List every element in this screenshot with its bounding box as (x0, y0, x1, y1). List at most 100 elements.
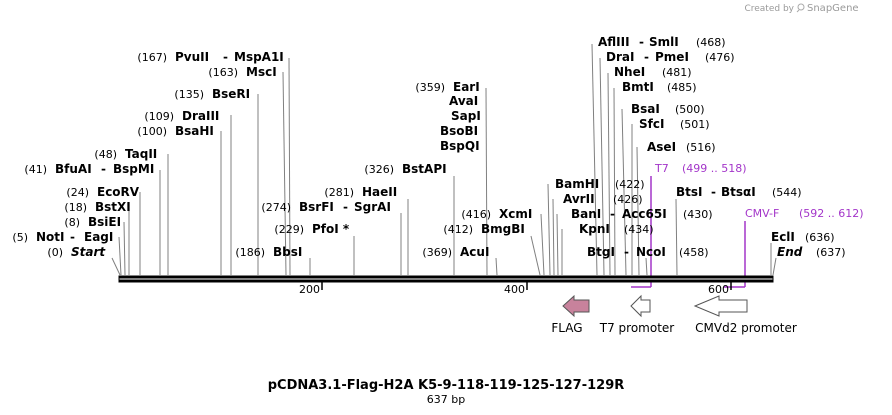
svg-text:(476): (476) (705, 51, 735, 64)
svg-text:(516): (516) (686, 141, 716, 154)
enzyme-bsrfi[interactable]: (274) BsrFI - SgrAI (261, 200, 391, 214)
leader-bsai (621, 108, 627, 276)
enzyme-eari-group[interactable]: (359) EarI AvaI SapI BsoBI BspQI (415, 80, 480, 153)
enzyme-bsai[interactable]: BsaI (500) (631, 102, 705, 116)
enzyme-avrii[interactable]: AvrII (426) (563, 192, 643, 206)
leader-msci (282, 71, 287, 276)
svg-text:AvrII: AvrII (563, 192, 595, 206)
svg-text:NheI: NheI (614, 65, 645, 79)
svg-text:(412): (412) (443, 223, 473, 236)
dna-backbone (118, 275, 774, 283)
feature-t7-promoter[interactable]: T7 promoter (599, 294, 675, 335)
enzyme-kpni[interactable]: KpnI (434) (579, 222, 654, 236)
enzyme-xcmi[interactable]: (416) XcmI (461, 207, 532, 221)
svg-text:BanI: BanI (571, 207, 601, 221)
enzyme-asei[interactable]: AseI (516) (647, 140, 716, 154)
svg-text:MscI: MscI (246, 65, 277, 79)
enzyme-ecorv[interactable]: (24) EcoRV (66, 185, 139, 199)
svg-text:BseRI: BseRI (212, 87, 250, 101)
enzyme-start[interactable]: (0) Start (47, 245, 106, 259)
svg-text:BbsI: BbsI (273, 245, 302, 259)
enzyme-nhei[interactable]: NheI (481) (614, 65, 692, 79)
svg-text:(281): (281) (324, 186, 354, 199)
leader-pvuii (288, 57, 291, 276)
enzyme-bstapi[interactable]: (326) BstAPI (364, 162, 446, 176)
t7-promoter-arrow-icon[interactable] (630, 294, 651, 318)
tick-label-600: 600 (708, 283, 729, 296)
svg-text:BtsαI: BtsαI (721, 185, 756, 199)
leader-bsiei (123, 221, 126, 276)
svg-text:(430): (430) (683, 208, 713, 221)
svg-text:BsaI: BsaI (631, 102, 660, 116)
enzyme-ecli[interactable]: EclI (636) (771, 230, 835, 244)
enzyme-end[interactable]: End (637) (777, 245, 846, 259)
svg-text:EcoRV: EcoRV (97, 185, 140, 199)
svg-text:(100): (100) (137, 125, 167, 138)
enzyme-sapi[interactable]: SapI (451, 109, 481, 123)
enzyme-bspqi[interactable]: BspQI (440, 139, 480, 153)
enzyme-bmgbi[interactable]: (412) BmgBI (443, 222, 524, 236)
enzyme-aflii[interactable]: AflIII - SmlI (468) (598, 35, 726, 49)
svg-text:BstXI: BstXI (95, 200, 131, 214)
svg-text:EclI: EclI (771, 230, 795, 244)
enzyme-bsiei[interactable]: (8) BsiEI (64, 215, 121, 229)
enzyme-taqii[interactable]: (48) TaqII (94, 147, 157, 161)
svg-text:(637): (637) (816, 246, 846, 259)
enzyme-noti[interactable]: (5) NotI - EagI (12, 230, 113, 244)
primer-t7[interactable] (631, 176, 652, 288)
enzyme-pfoi[interactable]: (229) PfoI * (274, 222, 349, 236)
leader-btgi (645, 257, 648, 276)
svg-text:(326): (326) (364, 163, 394, 176)
primer-cmvf-range: (592 .. 612) (799, 207, 864, 220)
svg-text:BamHI: BamHI (555, 177, 599, 191)
feature-cmvd2-promoter[interactable]: CMVd2 promoter (693, 295, 797, 335)
enzyme-msci[interactable]: (163) MscI (208, 65, 276, 79)
enzyme-haeii[interactable]: (281) HaeII (324, 185, 397, 199)
enzyme-bseri[interactable]: (135) BseRI (174, 87, 250, 101)
svg-text:BsiEI: BsiEI (88, 215, 121, 229)
enzyme-pvuii[interactable]: (167) PvuII - MspA1I (137, 50, 283, 64)
enzyme-bmti[interactable]: BmtI (485) (622, 80, 697, 94)
leader-bmti (613, 87, 616, 276)
enzyme-btgi[interactable]: BtgI - NcoI (458) (587, 245, 709, 259)
svg-text:NotI: NotI (36, 230, 65, 244)
svg-text:-: - (610, 207, 615, 221)
primer-t7-range: (499 .. 518) (682, 162, 747, 175)
enzyme-drai[interactable]: DraI - PmeI (476) (606, 50, 735, 64)
enzyme-acui[interactable]: (369) AcuI (422, 245, 489, 259)
enzyme-btsi[interactable]: BtsI - BtsαI (544) (676, 185, 802, 199)
svg-text:End: End (777, 245, 803, 259)
enzyme-bsahi[interactable]: (100) BsaHI (137, 124, 214, 138)
snapgene-brand: Created by SnapGene (744, 3, 858, 14)
svg-text:-: - (624, 245, 629, 259)
enzyme-bfuai[interactable]: (41) BfuAI - BspMI (24, 162, 154, 176)
enzyme-sfci[interactable]: SfcI (501) (639, 117, 710, 131)
svg-text:PvuII: PvuII (175, 50, 209, 64)
leader-xcmi (540, 213, 545, 276)
enzyme-bstxi[interactable]: (18) BstXI (64, 200, 130, 214)
tick-label-400: 400 (504, 283, 525, 296)
svg-text:MspA1I: MspA1I (234, 50, 284, 64)
leader-acui (495, 257, 498, 276)
enzyme-draiii[interactable]: (109) DraIII (144, 109, 219, 123)
leader-nhei (607, 72, 611, 276)
svg-text:(167): (167) (137, 51, 167, 64)
svg-text:(229): (229) (274, 223, 304, 236)
svg-text:(135): (135) (174, 88, 204, 101)
svg-text:PmeI: PmeI (655, 50, 689, 64)
enzyme-bani[interactable]: BanI - Acc65I (430) (571, 207, 713, 221)
enzyme-bsobi[interactable]: BsoBI (440, 124, 478, 138)
svg-text:Start: Start (71, 245, 106, 259)
svg-text:SgrAI: SgrAI (354, 200, 391, 214)
enzyme-bamhi[interactable]: BamHI (422) (555, 177, 645, 191)
cmvd2-promoter-arrow-icon[interactable] (693, 295, 748, 317)
feature-flag[interactable]: FLAG (551, 294, 590, 335)
enzyme-bbsi[interactable]: (186) BbsI (235, 245, 302, 259)
svg-text:(5): (5) (12, 231, 28, 244)
leader-start (111, 257, 121, 276)
svg-text:-: - (223, 50, 228, 64)
flag-arrow-icon[interactable] (562, 294, 590, 318)
svg-text:PfoI *: PfoI * (312, 222, 350, 236)
enzyme-avai[interactable]: AvaI (449, 94, 478, 108)
